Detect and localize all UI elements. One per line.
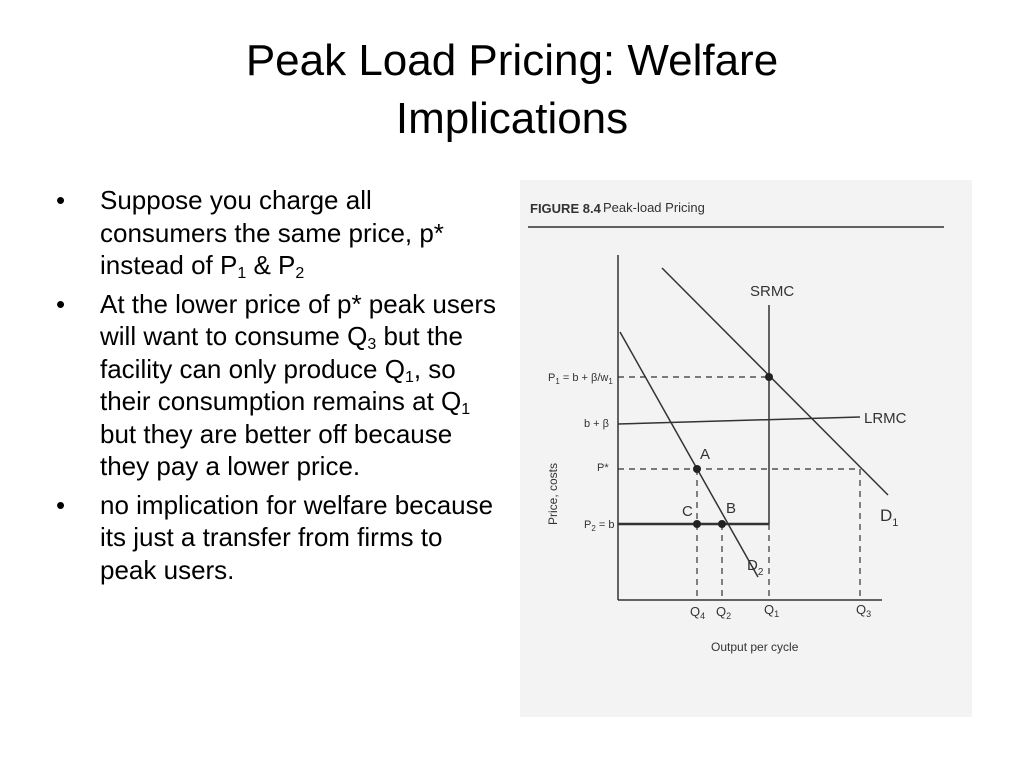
subscript: 3 — [367, 336, 377, 353]
bullet-text: & P — [246, 250, 296, 280]
title-line-1: Peak Load Pricing: Welfare — [245, 36, 779, 85]
x-axis-label: Output per cycle — [711, 640, 799, 654]
bullet-item: • Suppose you charge all consumers the s… — [56, 184, 496, 282]
slide-title: Peak Load Pricing: Welfare Implications — [150, 32, 874, 148]
label-lrmc: LRMC — [864, 410, 907, 427]
subscript: 1 — [404, 368, 414, 386]
label-d2: D2 — [747, 557, 764, 578]
y-axis-label: Price, costs — [546, 463, 560, 525]
bullet-item: • At the lower price of p* peak users wi… — [56, 288, 496, 483]
label-srmc: SRMC — [750, 283, 794, 300]
bullet-text: no implication for welfare because its j… — [100, 489, 494, 585]
label-q2: Q2 — [716, 604, 731, 621]
label-price-b-beta: b + β — [584, 418, 609, 430]
figure-peak-load-pricing: FIGURE 8.4 Peak-load Pricing A B — [520, 180, 972, 717]
lrmc-curve — [617, 416, 861, 425]
label-price-pstar: P* — [597, 462, 609, 474]
bullet-dot-icon: • — [56, 185, 66, 215]
figure-caption-number: FIGURE 8.4 — [530, 201, 602, 216]
label-d1: D1 — [880, 506, 898, 529]
bullet-list: • Suppose you charge all consumers the s… — [56, 184, 496, 592]
subscript: 1 — [237, 265, 247, 282]
label-q4: Q4 — [690, 604, 705, 621]
bullet-dot-icon: • — [56, 489, 66, 520]
point-a — [693, 465, 701, 473]
label-q3: Q3 — [856, 602, 871, 619]
label-point-a: A — [700, 446, 710, 463]
subscript: 1 — [461, 401, 471, 418]
figure-caption-title: Peak-load Pricing — [603, 200, 705, 215]
title-line-2: Implications — [395, 94, 629, 143]
bullet-text: At the lower price of p* peak users will… — [100, 288, 496, 352]
label-q1: Q1 — [764, 602, 779, 619]
demand-d2-curve — [619, 331, 759, 578]
label-price-p1: P1 = b + β/w1 — [548, 372, 613, 386]
point-d1-srmc — [765, 373, 773, 381]
bullet-text: Suppose you charge all consumers the sam… — [100, 185, 444, 280]
bullet-text: but they are better off because they pay… — [100, 418, 453, 482]
diagram-svg: FIGURE 8.4 Peak-load Pricing A B — [528, 200, 944, 654]
bullet-item: • no implication for welfare because its… — [56, 489, 496, 587]
bullet-dot-icon: • — [56, 288, 66, 319]
demand-d1-curve — [661, 267, 889, 496]
label-price-p2: P2 = b — [584, 519, 614, 533]
point-c — [693, 520, 701, 528]
subscript: 2 — [295, 265, 305, 282]
label-point-b: B — [726, 500, 736, 517]
bullet-text: , so their consumption remains at Q — [100, 353, 462, 417]
bullet-text: but the facility can only produce Q — [100, 321, 463, 384]
label-point-c: C — [682, 503, 693, 520]
point-b — [718, 520, 726, 528]
